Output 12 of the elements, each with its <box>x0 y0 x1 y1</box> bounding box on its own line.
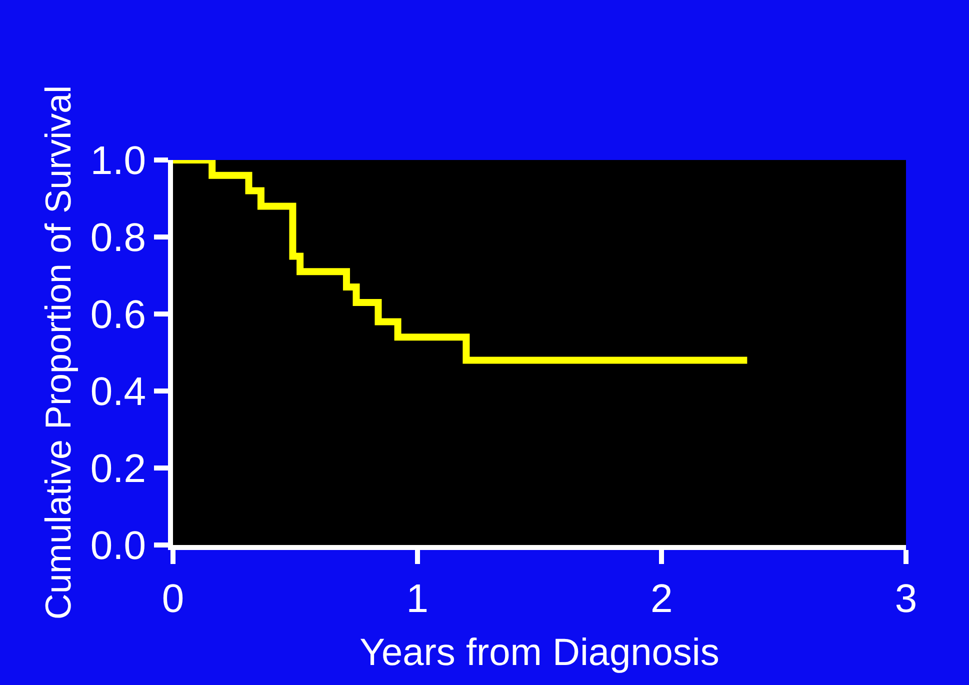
y-tick-label: 0.8 <box>90 216 146 260</box>
y-axis-title: Cumulative Proportion of Survival <box>37 85 78 620</box>
y-tick-label: 0.4 <box>90 370 146 414</box>
y-tick-label: 0.0 <box>90 524 146 568</box>
y-tick-label: 1.0 <box>90 139 146 183</box>
x-tick-label: 2 <box>650 577 673 621</box>
x-tick-label: 3 <box>894 577 918 621</box>
y-tick-label: 0.2 <box>90 447 146 491</box>
y-tick-label: 0.6 <box>90 293 146 337</box>
x-tick-label: 0 <box>162 577 184 621</box>
x-axis-title: Years from Diagnosis <box>360 632 720 674</box>
x-tick-label: 1 <box>406 577 428 621</box>
